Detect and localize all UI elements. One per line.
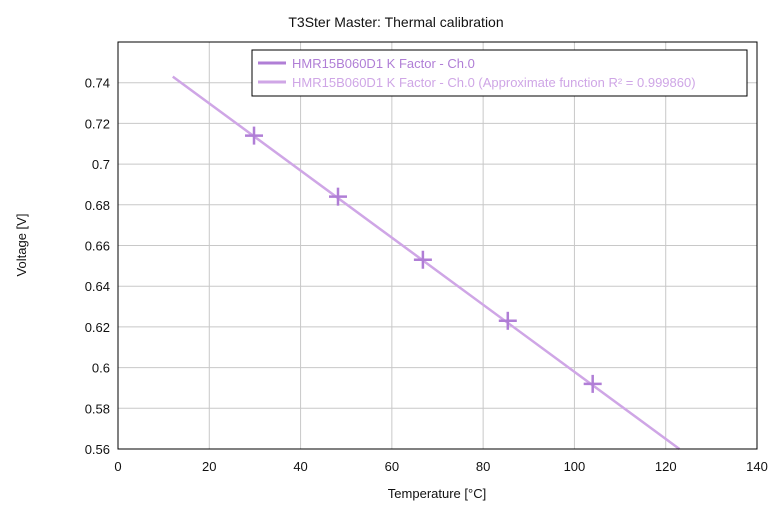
y-tick-label: 0.64: [85, 279, 110, 294]
data-point: [328, 187, 347, 206]
y-tick-label: 0.74: [85, 76, 110, 91]
legend: HMR15B060D1 K Factor - Ch.0 HMR15B060D1 …: [251, 49, 748, 97]
y-tick-label: 0.62: [85, 320, 110, 335]
x-tick-label: 20: [202, 459, 216, 474]
legend-entry-fit: HMR15B060D1 K Factor - Ch.0 (Approximate…: [292, 75, 696, 90]
legend-box: [251, 49, 748, 97]
y-axis-label: Voltage [V]: [14, 214, 29, 277]
data-series: [172, 75, 681, 451]
data-point: [413, 250, 432, 269]
data-point: [245, 126, 264, 145]
data-point: [498, 311, 517, 330]
x-axis-label: Temperature [°C]: [388, 486, 486, 501]
y-tick-label: 0.6: [92, 361, 110, 376]
grid-lines: [117, 42, 758, 450]
y-tick-label: 0.56: [85, 442, 110, 457]
chart-title: T3Ster Master: Thermal calibration: [288, 14, 503, 30]
x-tick-label: 40: [293, 459, 307, 474]
fit-line: [172, 75, 681, 451]
y-tick-label: 0.58: [85, 401, 110, 416]
x-tick-label: 80: [476, 459, 490, 474]
y-tick-label: 0.7: [92, 157, 110, 172]
plot-frame: [117, 41, 758, 450]
x-tick-label: 60: [385, 459, 399, 474]
x-tick-labels: 0 20 40 60 80 100 120 140: [114, 459, 767, 474]
x-tick-label: 0: [114, 459, 121, 474]
x-tick-label: 100: [564, 459, 586, 474]
legend-entry-measured: HMR15B060D1 K Factor - Ch.0: [292, 56, 475, 71]
data-point: [583, 374, 602, 393]
x-tick-label: 140: [746, 459, 768, 474]
y-tick-label: 0.72: [85, 116, 110, 131]
x-tick-label: 120: [655, 459, 677, 474]
y-tick-label: 0.66: [85, 239, 110, 254]
y-tick-label: 0.68: [85, 198, 110, 213]
y-tick-labels: 0.56 0.58 0.6 0.62 0.64 0.66 0.68 0.7 0.72 0.74: [85, 76, 110, 457]
